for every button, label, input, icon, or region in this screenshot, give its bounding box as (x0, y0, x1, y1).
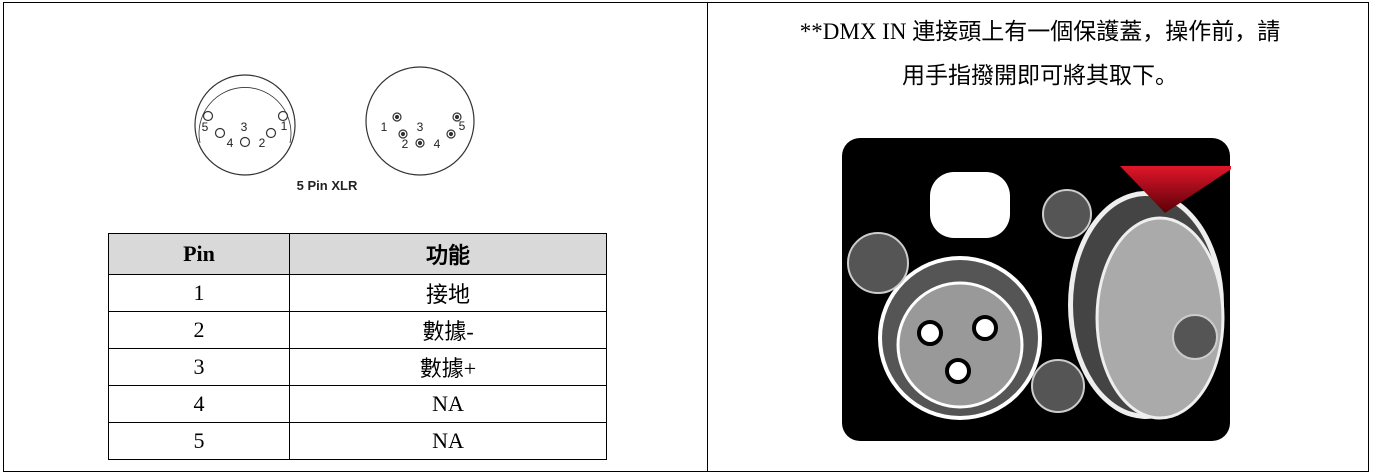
diagram-caption: 5 Pin XLR (297, 178, 358, 193)
pin-table: Pin 功能 1 接地 2 數據- 3 數據+ 4 NA 5 NA (107, 233, 607, 460)
page: 5 3 1 4 2 1 3 5 2 4 5 Pin XLR Pin 功能 1 接地… (3, 2, 1369, 472)
cell: 1 (107, 274, 291, 312)
pin-label: 4 (434, 137, 441, 151)
cell: 3 (107, 348, 291, 386)
cell: 數據+ (289, 348, 607, 386)
header-cell: Pin (107, 233, 291, 275)
pin-label: 5 (459, 119, 466, 133)
header-row: Pin 功能 (107, 233, 607, 275)
pin-label: 2 (402, 137, 409, 151)
pin-label: 1 (281, 119, 288, 133)
pin-label: 1 (381, 120, 388, 134)
pin-label: 3 (241, 120, 248, 134)
connector-photo (842, 138, 1231, 441)
note: **DMX IN 連接頭上有一個保護蓋，操作前，請 用手指撥開即可將其取下。 (715, 10, 1365, 98)
pin-label: 2 (259, 136, 266, 150)
pin-label: 5 (202, 120, 209, 134)
cell: 5 (107, 422, 291, 460)
note-line: **DMX IN 連接頭上有一個保護蓋，操作前，請 (799, 19, 1281, 44)
header-cell: 功能 (289, 233, 607, 275)
xlr-diagram: 5 3 1 4 2 1 3 5 2 4 5 Pin XLR (194, 66, 475, 193)
pin-label: 3 (417, 120, 424, 134)
note-line: 用手指撥開即可將其取下。 (902, 63, 1178, 88)
cell: NA (289, 422, 607, 460)
cell: 4 (107, 385, 291, 423)
cell: 接地 (289, 274, 607, 312)
cell-divider (707, 2, 708, 472)
pin-label: 4 (227, 136, 234, 150)
cell: 2 (107, 311, 291, 349)
cell: 數據- (289, 311, 607, 349)
cell: NA (289, 385, 607, 423)
